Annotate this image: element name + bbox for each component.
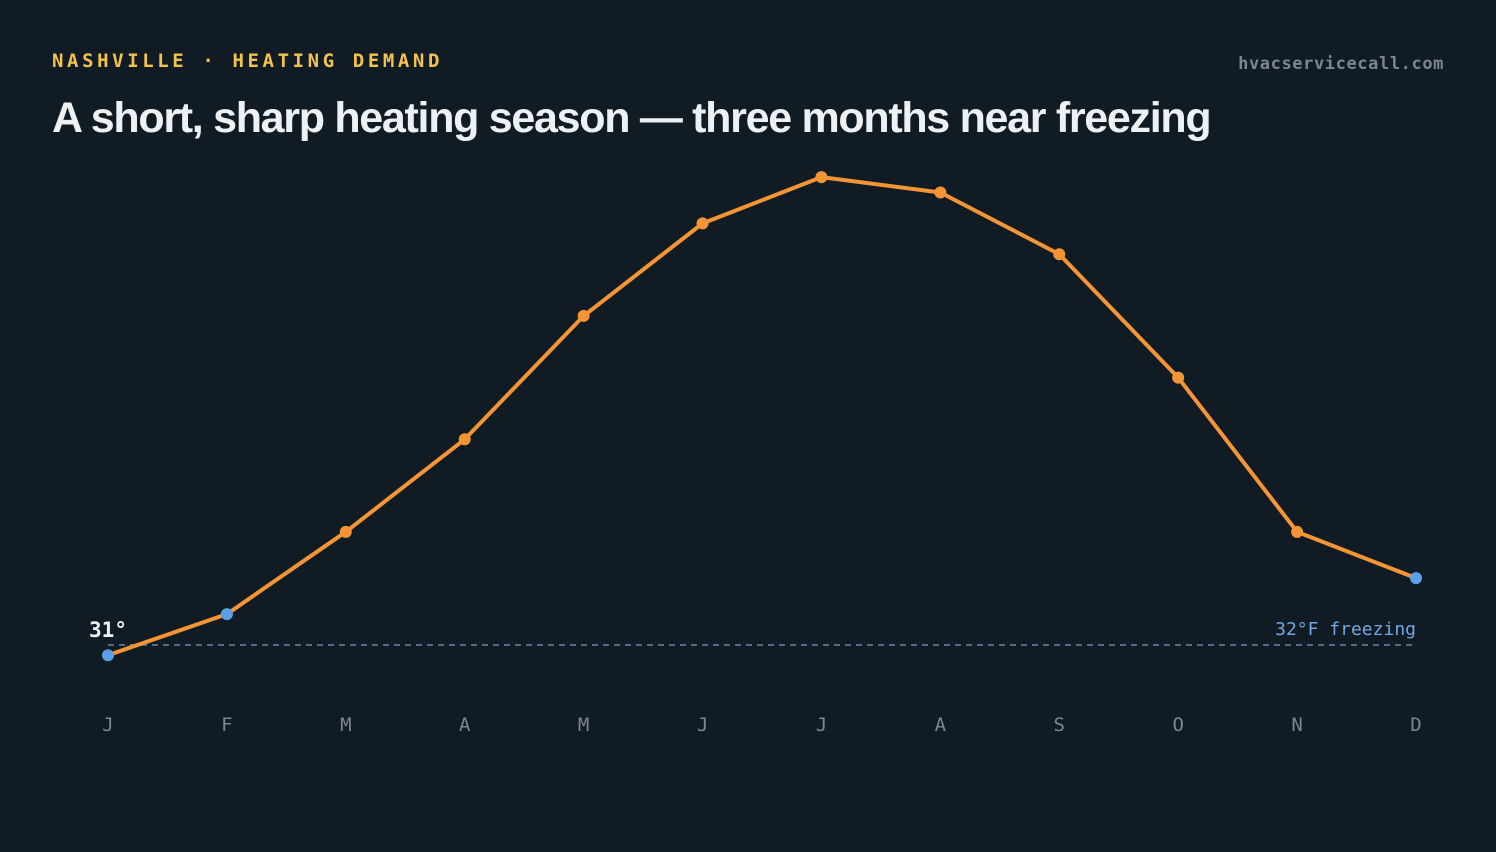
site-domain: hvacservicecall.com xyxy=(1238,54,1444,74)
data-point-9 xyxy=(1053,248,1066,261)
freezing-reference-label: 32°F freezing xyxy=(1275,619,1416,640)
x-tick-label-7: J xyxy=(816,714,827,736)
data-point-8 xyxy=(934,186,947,199)
data-point-1 xyxy=(102,649,114,662)
temperature-series-line xyxy=(106,175,1418,658)
x-tick-label-1: J xyxy=(102,714,113,736)
x-tick-label-12: D xyxy=(1410,714,1421,736)
data-point-12 xyxy=(1410,572,1422,585)
x-tick-label-6: J xyxy=(697,714,708,736)
eyebrow-label: NASHVILLE · HEATING DEMAND xyxy=(52,50,444,72)
data-point-3 xyxy=(339,525,352,538)
data-point-6 xyxy=(696,217,709,230)
start-value-label: 31° xyxy=(89,618,127,642)
data-point-11 xyxy=(1291,525,1304,538)
x-tick-label-4: A xyxy=(459,714,471,736)
x-tick-label-8: A xyxy=(935,714,947,736)
data-points xyxy=(102,171,1422,662)
data-point-4 xyxy=(458,433,471,446)
x-tick-label-11: N xyxy=(1291,714,1302,736)
x-tick-label-10: O xyxy=(1172,714,1183,736)
x-tick-label-5: M xyxy=(578,714,589,736)
reference-layer: 32°F freezing xyxy=(108,619,1416,646)
data-point-2 xyxy=(220,608,233,621)
chart-title: A short, sharp heating season — three mo… xyxy=(52,94,1212,142)
x-tick-label-2: F xyxy=(221,714,232,736)
x-tick-label-3: M xyxy=(340,714,351,736)
data-point-10 xyxy=(1172,371,1185,384)
data-point-7 xyxy=(815,171,828,184)
data-point-5 xyxy=(577,309,590,322)
x-tick-label-9: S xyxy=(1054,714,1065,736)
